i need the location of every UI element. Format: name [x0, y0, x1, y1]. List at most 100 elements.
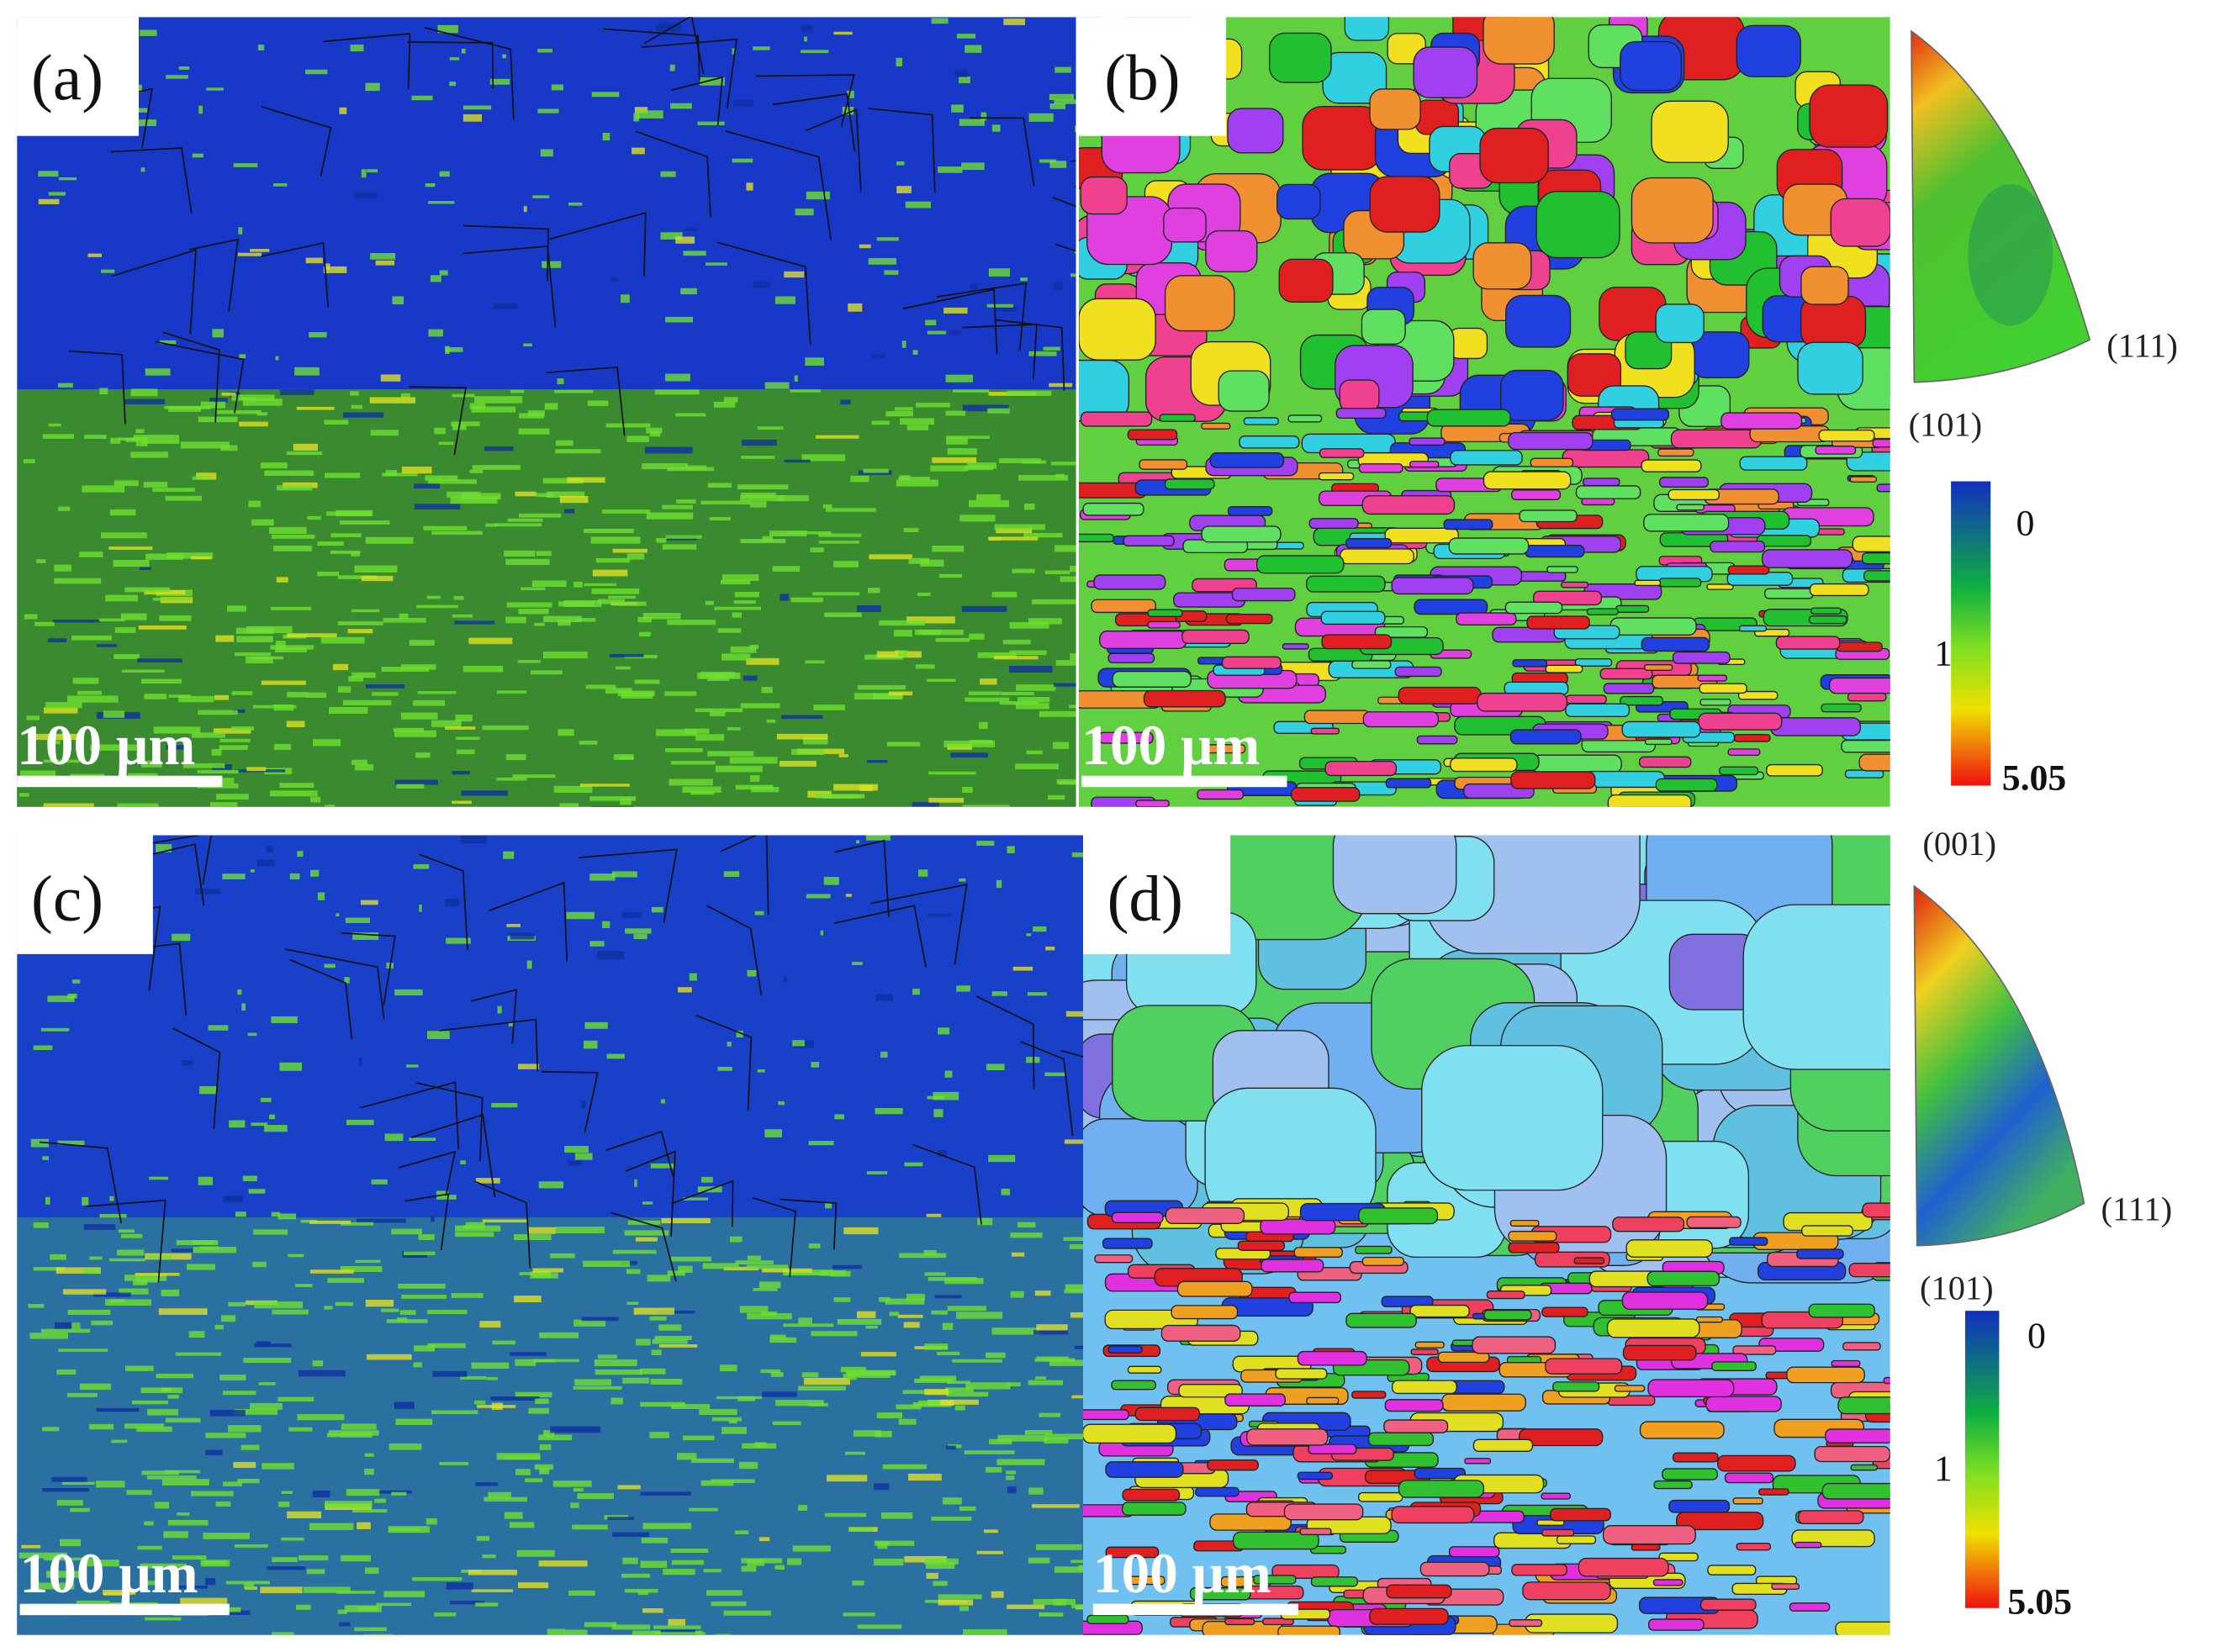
texture — [1033, 1598, 1076, 1606]
texture — [518, 609, 549, 615]
texture — [646, 512, 694, 520]
texture — [404, 1251, 436, 1255]
texture — [975, 493, 1001, 500]
texture — [1599, 668, 1653, 680]
texture — [762, 1391, 797, 1397]
texture — [1358, 463, 1403, 473]
texture — [546, 366, 626, 436]
texture — [159, 615, 192, 621]
texture — [270, 645, 314, 650]
texture — [607, 1517, 634, 1521]
texture — [526, 960, 532, 969]
texture — [462, 113, 482, 122]
texture — [918, 869, 928, 877]
texture — [924, 1389, 949, 1396]
texture — [885, 411, 913, 417]
texture — [699, 1409, 737, 1416]
texture — [1603, 683, 1655, 694]
texture — [51, 1476, 87, 1482]
texture — [1245, 1428, 1329, 1446]
texture — [297, 1414, 345, 1421]
texture — [352, 759, 367, 765]
texture — [34, 621, 55, 626]
texture — [566, 911, 595, 920]
texture — [1351, 1391, 1387, 1399]
texture — [272, 545, 312, 552]
texture — [235, 1211, 246, 1217]
texture — [1643, 514, 1730, 532]
texture — [1197, 789, 1245, 800]
texture — [636, 130, 711, 218]
texture — [1385, 778, 1432, 789]
texture — [260, 1097, 272, 1102]
texture — [1060, 576, 1076, 583]
texture — [400, 393, 411, 398]
texture — [777, 495, 809, 502]
texture — [703, 1569, 722, 1573]
texture — [497, 1005, 502, 1014]
texture — [256, 412, 268, 416]
texture — [237, 252, 262, 256]
texture — [455, 715, 473, 722]
texture — [1020, 1041, 1074, 1137]
texture — [33, 1045, 53, 1050]
ipf-label: (001) — [1922, 825, 1996, 863]
texture — [1450, 450, 1523, 466]
texture — [875, 1431, 892, 1438]
texture — [720, 580, 751, 585]
texture — [461, 790, 508, 796]
texture — [1127, 1365, 1162, 1374]
texture — [538, 1560, 588, 1567]
texture — [856, 1311, 876, 1318]
texture — [1319, 448, 1365, 458]
texture — [833, 561, 859, 567]
texture — [166, 552, 214, 559]
texture — [1541, 1492, 1571, 1500]
texture — [532, 1268, 563, 1273]
texture — [461, 48, 466, 54]
texture — [912, 350, 918, 355]
texture — [141, 1581, 162, 1586]
texture — [662, 544, 697, 550]
texture — [1443, 519, 1493, 530]
texture — [858, 684, 906, 690]
texture — [228, 1610, 251, 1615]
texture — [223, 1195, 244, 1202]
texture — [242, 1175, 257, 1182]
texture — [278, 1213, 297, 1220]
texture — [906, 616, 955, 624]
texture — [351, 404, 363, 409]
texture — [1031, 599, 1076, 604]
texture — [1824, 1428, 1890, 1444]
texture — [445, 346, 450, 354]
texture — [1054, 66, 1071, 73]
texture — [1310, 727, 1340, 735]
texture — [1026, 1057, 1040, 1064]
texture — [959, 878, 966, 882]
texture — [1218, 370, 1270, 412]
texture — [1794, 1541, 1822, 1549]
texture — [536, 493, 554, 498]
texture — [1007, 1604, 1045, 1609]
texture — [189, 238, 239, 312]
texture — [48, 423, 61, 427]
texture — [825, 1202, 832, 1209]
texture — [89, 1423, 114, 1430]
texture — [1509, 1619, 1543, 1628]
texture — [297, 851, 304, 857]
texture — [482, 725, 529, 731]
texture — [428, 201, 455, 204]
texture — [660, 1099, 666, 1104]
texture — [1074, 250, 1076, 254]
texture — [739, 1306, 769, 1313]
texture — [54, 578, 102, 584]
texture — [410, 1113, 496, 1198]
texture — [650, 1163, 674, 1169]
texture — [285, 948, 385, 1019]
texture — [1055, 660, 1076, 666]
texture — [268, 1114, 276, 1120]
texture — [1852, 536, 1890, 553]
texture — [1052, 197, 1076, 208]
texture — [82, 485, 125, 493]
texture — [1034, 1358, 1076, 1362]
